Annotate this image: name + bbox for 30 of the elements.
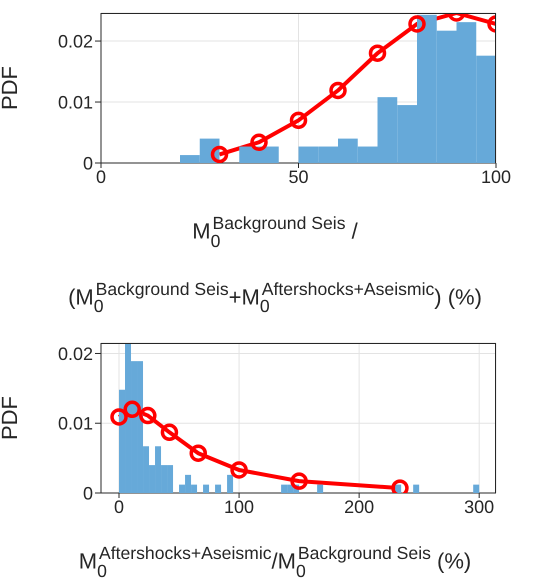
x-axis-title: M$_{0}$$^{Aftershocks+Aseismic}$/M$_{0}$$^{Background Seis}$ (%) [78,542,472,583]
x-tick-label: 50 [288,166,309,187]
point [408,15,426,33]
point [230,461,248,479]
point [368,44,386,62]
text: M$_{0}$$^{Background Seis}$ / (M$_{0}$$^{Background Seis}$+M$_{0}$$^{Aftershocks+Aseismic}$) (%) [68,213,482,316]
x-tick-label: 300 [464,496,494,517]
y-axis-title: PDF [0,396,22,440]
point [329,82,347,100]
y-tick-label: 0 [82,153,93,174]
point [290,472,308,490]
point [139,406,157,424]
y-axis-title: PDF [0,66,22,110]
y-tick-label: 0.02 [58,31,93,52]
x-tick-label: 0 [96,166,106,187]
point [110,408,128,426]
y-tick-label: 0.02 [58,344,93,364]
x-tick-label: 100 [480,166,512,187]
point [250,134,268,152]
point [190,444,207,462]
point [210,146,228,163]
point [160,424,178,442]
y-tick-label: 0.01 [58,414,93,434]
y-tick-label: 0 [82,483,93,504]
point [290,112,308,130]
x-tick-label: 200 [344,496,374,517]
x-tick-label: 100 [224,496,254,517]
point [123,400,141,418]
y-tick-label: 0.01 [58,92,93,112]
x-tick-label: 0 [114,496,124,517]
